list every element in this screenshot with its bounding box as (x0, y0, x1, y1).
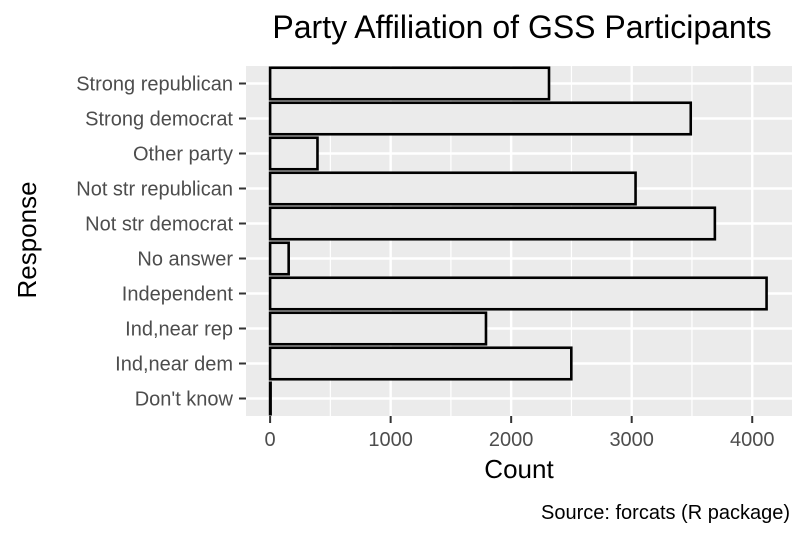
bar (268, 66, 551, 101)
y-tick-label: Strong republican (76, 74, 233, 96)
y-axis-title: Response (12, 181, 42, 298)
y-tick-label: Independent (122, 284, 234, 306)
bar (268, 241, 290, 276)
bars (268, 66, 768, 416)
x-axis-title: Count (484, 454, 554, 484)
x-tick-label: 4000 (730, 429, 775, 451)
chart-caption: Source: forcats (R package) (541, 502, 790, 524)
y-tick-label: Not str republican (76, 179, 233, 201)
y-tick-label: Not str democrat (85, 214, 233, 236)
y-tick-label: Strong democrat (85, 109, 233, 131)
x-tick-label: 3000 (609, 429, 654, 451)
bar (268, 101, 693, 136)
x-tick-label: 1000 (368, 429, 413, 451)
y-tick-label: No answer (137, 249, 233, 271)
bar (268, 171, 637, 206)
bar (268, 276, 768, 311)
bar (268, 136, 319, 171)
y-tick-label: Other party (133, 144, 233, 166)
chart-title: Party Affiliation of GSS Participants (272, 9, 771, 45)
y-tick-label: Ind,near rep (125, 319, 233, 341)
x-tick-label: 0 (265, 429, 276, 451)
y-tick-label: Don't know (135, 389, 234, 411)
bar (268, 381, 272, 416)
x-axis: 0 1000 2000 3000 4000 (265, 416, 775, 451)
bar (268, 346, 573, 381)
bar (268, 311, 488, 346)
y-tick-label: Ind,near dem (115, 354, 233, 376)
y-axis: Strong republican Strong democrat Other pa… (76, 74, 246, 411)
x-tick-label: 2000 (489, 429, 534, 451)
bar (268, 206, 717, 241)
